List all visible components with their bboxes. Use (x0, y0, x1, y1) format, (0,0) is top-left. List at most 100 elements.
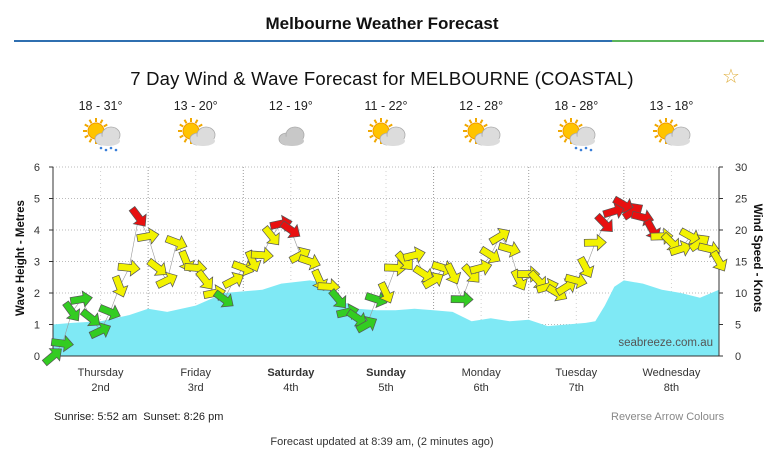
wind-arrow (297, 253, 321, 271)
wind-arrow (111, 274, 129, 298)
title-divider (14, 40, 764, 43)
wind-arrow (212, 289, 234, 308)
y-left-tick-label: 1 (34, 320, 40, 332)
x-day-name-label: Thursday (78, 367, 124, 379)
wind-arrow (244, 249, 262, 273)
y-left-tick-label: 5 (34, 194, 40, 206)
wind-arrow (621, 202, 644, 221)
page-title: Melbourne Weather Forecast (265, 14, 499, 33)
wind-arrow (384, 259, 408, 277)
chart-title: 7 Day Wind & Wave Forecast for MELBOURNE… (130, 68, 634, 89)
x-day-name-label: Tuesday (555, 367, 597, 379)
wind-arrow (328, 288, 347, 309)
day-temperature: 18 - 28° (554, 99, 599, 113)
x-day-date-label: 7th (569, 382, 584, 394)
y-right-tick-label: 10 (735, 288, 747, 300)
sun-cloud-icon (177, 118, 216, 146)
wind-wave-chart: 0 1 2 3 4 5 6 0 5 10 15 20 25 30 Thursday 2nd Friday 3rd S… (34, 162, 747, 394)
x-day-date-label: 3rd (188, 382, 204, 394)
wind-arrow (444, 262, 462, 285)
y-left-tick-label: 4 (34, 225, 40, 237)
day-temperature: 13 - 20° (173, 99, 218, 113)
x-day-name-label: Friday (180, 367, 211, 379)
day-temperature: 12 - 28° (459, 99, 504, 113)
y-right-tick-label: 15 (735, 257, 747, 269)
wind-arrow (261, 225, 280, 246)
y-left-tick-label: 0 (34, 351, 40, 363)
wind-arrow (146, 257, 167, 276)
sun-cloud-icon (463, 118, 501, 146)
wind-arrow (221, 271, 245, 289)
x-day-date-label: 5th (378, 382, 393, 394)
day-temperature: 13 - 18° (649, 99, 694, 113)
wind-arrow (50, 334, 74, 353)
wind-arrow (62, 300, 81, 322)
wind-arrow (594, 212, 613, 232)
wind-arrow (497, 240, 521, 258)
y-axis-right-title: Wind Speed - Knots (751, 203, 763, 313)
wind-arrow (136, 227, 160, 245)
wind-arrow (117, 259, 141, 277)
wind-arrow (555, 278, 577, 296)
x-day-date-label: 6th (473, 382, 488, 394)
wind-arrows (41, 195, 728, 367)
sun-cloud-rain-icon (82, 118, 120, 152)
wind-arrow (41, 348, 62, 367)
sunrise-sunset-text: Sunrise: 5:52 am Sunset: 8:26 pm (54, 411, 224, 423)
x-day-name-label: Saturday (267, 367, 315, 379)
x-day-date-label: 4th (283, 382, 298, 394)
wind-arrow (279, 220, 301, 239)
x-day-name-label: Sunday (366, 367, 407, 379)
y-right-tick-label: 5 (735, 320, 741, 332)
x-day-date-label: 2nd (91, 382, 109, 394)
y-right-tick-label: 20 (735, 225, 747, 237)
wind-arrow (564, 272, 588, 290)
favourite-star-icon[interactable]: ☆ (722, 66, 740, 88)
wind-arrow (128, 206, 147, 227)
y-right-tick-label: 25 (735, 194, 747, 206)
reverse-arrow-colours-link[interactable]: Reverse Arrow Colours (611, 411, 725, 423)
wind-arrow (69, 290, 93, 308)
x-day-name-label: Monday (462, 367, 502, 379)
wind-arrow (479, 245, 501, 264)
wind-arrow (98, 304, 121, 321)
day-temperature: 12 - 19° (268, 99, 313, 113)
wind-arrow (231, 260, 255, 277)
wind-arrow (421, 271, 444, 290)
wind-arrow (79, 308, 101, 327)
sun-cloud-icon (368, 118, 406, 146)
wind-arrow (469, 258, 493, 276)
watermark: seabreeze.com.au (618, 337, 713, 349)
x-day-name-label: Wednesday (642, 367, 700, 379)
y-axis-left-title: Wave Height - Metres (15, 200, 27, 316)
wind-arrow (288, 246, 311, 264)
wind-arrow (364, 291, 388, 309)
wind-arrow (88, 322, 112, 340)
wind-arrow (450, 290, 474, 309)
y-right-tick-label: 30 (735, 162, 747, 174)
cloud-icon (278, 126, 305, 146)
day-temperature: 11 - 22° (364, 99, 408, 113)
forecast-updated-text: Forecast updated at 8:39 am, (2 minutes … (270, 436, 494, 448)
wind-arrow (250, 246, 274, 265)
wind-arrow (510, 268, 528, 291)
wind-arrow (583, 233, 607, 252)
day-temperature: 18 - 31° (78, 99, 123, 113)
y-left-tick-label: 2 (34, 288, 40, 300)
x-day-date-label: 8th (664, 382, 679, 394)
wind-arrow (164, 234, 188, 252)
wind-arrow (355, 316, 378, 334)
wind-arrow (668, 240, 692, 257)
y-left-tick-label: 3 (34, 257, 40, 269)
sun-cloud-rain-icon (558, 118, 596, 152)
wind-arrow (709, 249, 728, 272)
wind-arrow (488, 227, 511, 246)
sun-cloud-icon (653, 118, 691, 146)
wind-arrow (195, 269, 214, 290)
y-left-tick-label: 6 (34, 162, 40, 174)
wind-arrow (577, 255, 595, 278)
wind-arrow (377, 281, 395, 304)
wind-arrow (155, 271, 178, 289)
y-right-tick-label: 0 (735, 351, 741, 363)
wind-arrow (688, 234, 710, 253)
